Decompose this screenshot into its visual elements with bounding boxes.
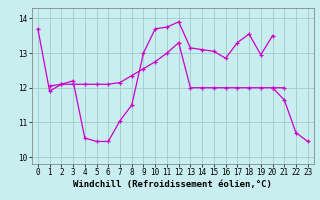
X-axis label: Windchill (Refroidissement éolien,°C): Windchill (Refroidissement éolien,°C) <box>73 180 272 189</box>
